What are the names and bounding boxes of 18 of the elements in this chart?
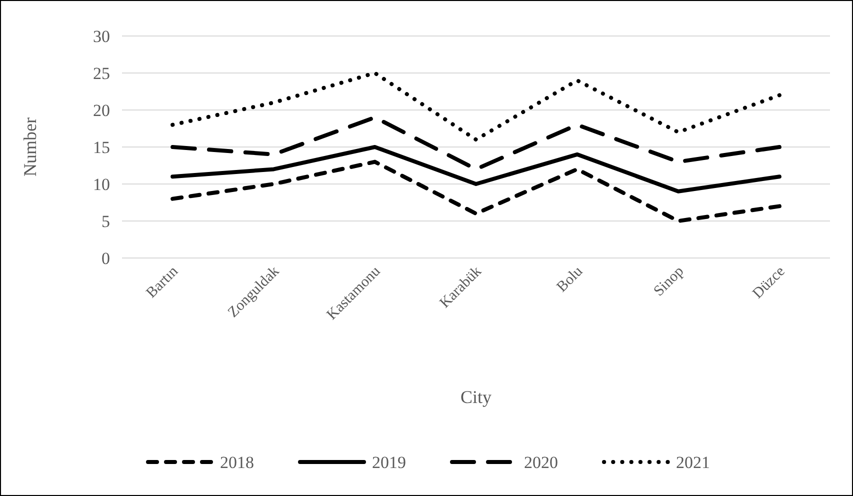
y-tick-label: 5: [102, 212, 110, 231]
legend-label: 2018: [220, 452, 254, 472]
y-tick-label: 25: [93, 64, 110, 83]
y-tick-label: 20: [93, 100, 110, 120]
line-series: [170, 145, 782, 194]
y-axis-title: Number: [20, 118, 40, 176]
x-axis-title: City: [460, 387, 492, 407]
legend-label: 2021: [676, 452, 710, 472]
line-series: [170, 160, 782, 223]
line-series: [170, 71, 782, 142]
x-tick-label: Bolu: [554, 263, 586, 296]
line-series: [170, 115, 782, 172]
legend-label: 2020: [524, 452, 558, 472]
y-tick-label: 10: [93, 174, 110, 194]
y-tick-label: 0: [102, 248, 110, 268]
y-tick-label: 30: [93, 26, 110, 46]
y-tick-label: 15: [93, 138, 110, 157]
legend-label: 2019: [372, 452, 406, 472]
